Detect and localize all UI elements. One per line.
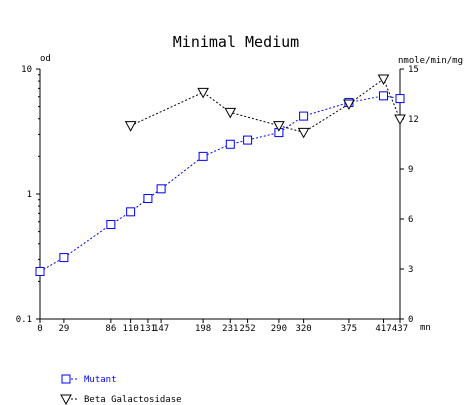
mutant-point [243,135,253,145]
x-axis-unit: mn [420,323,431,333]
x-tick-label: 231 [222,324,238,334]
x-tick-label: 0 [37,324,42,334]
beta-galactosidase-point [377,74,390,86]
y-right-tick-label: 15 [408,65,419,75]
beta-galactosidase-point [297,127,310,139]
chart-title: Minimal Medium [173,33,299,51]
y-left-axis-unit: od [40,54,51,64]
x-tick-label: 110 [122,324,138,334]
beta-galactosidase-line [130,78,401,133]
x-tick-label: 437 [392,324,408,334]
beta-galactosidase-point [224,107,237,119]
y-left-tick-label: 1 [27,190,32,200]
x-tick-label: 375 [341,324,357,334]
mutant-point [198,151,208,161]
x-tick-label: 86 [105,324,116,334]
y-left-tick-label: 0.1 [16,315,32,325]
y-right-tick-label: 9 [408,165,413,175]
beta-galactosidase-point [124,121,137,132]
beta-galactosidase-point [273,121,285,132]
x-tick-label: 29 [58,324,69,334]
beta-galactosidase-legend-marker [60,394,72,405]
mutant-point [395,94,405,104]
beta-galactosidase-point [343,99,355,111]
legend: Mutant Beta Galactosidase [60,374,182,405]
mutant-point [59,253,69,263]
mutant-point [299,111,309,121]
y-right-axis-unit: nmole/min/mg [398,56,463,66]
beta-galactosidase-legend-label: Beta Galactosidase [84,395,182,405]
x-tick-label: 252 [239,324,255,334]
x-tick-label: 290 [271,324,287,334]
mutant-legend-marker [61,374,71,384]
mutant-point [156,184,166,194]
beta-galactosidase-point [394,114,406,126]
mutant-legend-label: Mutant [84,375,117,385]
mutant-line [39,95,401,272]
mutant-point [126,207,136,217]
x-tick-label: 417 [375,324,391,334]
y-right-tick-label: 12 [408,115,419,125]
y-right-tick-label: 0 [408,315,413,325]
mutant-point [143,194,153,204]
y-left-tick-label: 10 [21,65,32,75]
beta-galactosidase-point [197,87,209,99]
mutant-point [106,220,116,230]
series-layer [35,74,406,276]
x-tick-label: 198 [195,324,211,334]
mutant-point [35,266,45,276]
y-right-tick-label: 6 [408,215,413,225]
x-tick-label: 320 [295,324,311,334]
x-tick-label: 147 [153,324,169,334]
mutant-point [225,139,235,149]
mutant-point [379,91,389,101]
x-tick-label: 131 [140,324,156,334]
y-right-tick-label: 3 [408,265,413,275]
